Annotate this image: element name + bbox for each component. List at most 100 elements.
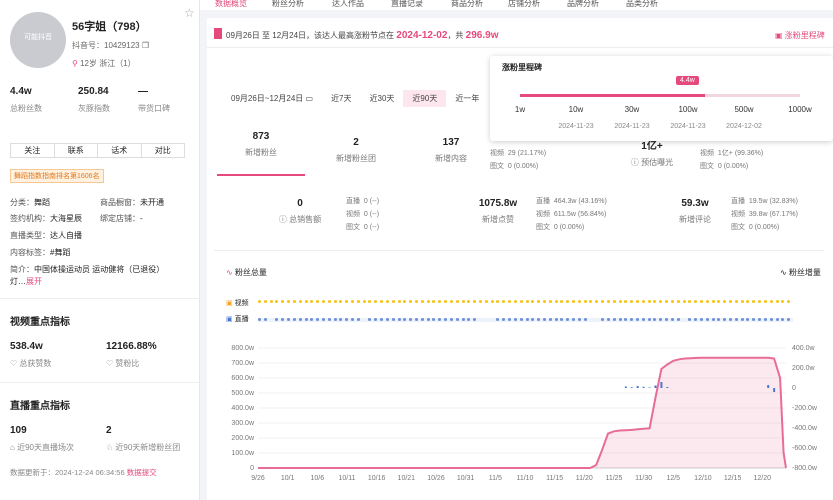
chart-tab-increment[interactable]: ∿ 粉丝增量 <box>780 268 821 277</box>
activity-dot <box>258 318 261 321</box>
milestone-label: 10w <box>568 105 584 114</box>
contact-button[interactable]: 联系 <box>55 144 98 157</box>
x-tick: 12/20 <box>754 475 772 482</box>
activity-dot <box>281 300 285 303</box>
activity-dot <box>583 300 587 303</box>
date-range-picker[interactable]: 09月26日~12月24日 ▭ <box>231 94 314 103</box>
activity-dot <box>310 300 314 303</box>
activity-dot <box>292 318 296 321</box>
activity-dot <box>321 300 325 303</box>
activity-dot <box>729 300 733 303</box>
activity-dot <box>630 318 634 321</box>
x-tick: 10/11 <box>338 475 355 482</box>
activity-dot <box>519 318 523 321</box>
x-tick: 10/21 <box>398 475 416 482</box>
range-30[interactable]: 近30天 <box>369 94 395 103</box>
card-new-fan-clubs[interactable]: 2 新增粉丝团 <box>336 137 376 163</box>
follow-button[interactable]: 关注 <box>11 144 55 157</box>
legend-video[interactable]: ▣ 视频 <box>226 300 249 307</box>
x-tick: 12/15 <box>724 475 742 482</box>
action-buttons: 关注 联系 话术 对比 <box>10 143 185 158</box>
info-shop: 绑定店铺：- <box>100 214 143 223</box>
update-info: 数据更新于：2024-12-24 06:34:56 数据提交 <box>10 468 157 477</box>
activity-dot <box>269 300 273 303</box>
tab-works[interactable]: 达人作品 <box>332 0 364 8</box>
activity-dot <box>665 318 669 321</box>
card-exposure[interactable]: 1亿+ ⓘ 预估曝光 <box>630 141 674 167</box>
activity-dot <box>333 300 337 303</box>
activity-dot <box>502 318 506 321</box>
total-fans-area <box>258 357 786 468</box>
y-tick-left: 100.0w <box>231 450 255 457</box>
tab-products[interactable]: 商品分析 <box>451 0 483 8</box>
activity-dot <box>740 318 744 321</box>
exposure-breakdown: 视频 1亿+ (99.36%) 图文 0 (0.00%) <box>700 150 764 170</box>
submit-link[interactable]: 数据提交 <box>126 468 157 477</box>
heart-icon: ♡ <box>10 359 18 368</box>
activity-dot <box>496 318 500 321</box>
range-90[interactable]: 近90天 <box>403 90 447 107</box>
activity-dot <box>717 318 721 321</box>
activity-dot <box>612 300 616 303</box>
activity-dot <box>775 318 779 321</box>
activity-dot <box>420 300 424 303</box>
activity-dot <box>653 318 657 321</box>
card-new-content[interactable]: 137 新增内容 <box>435 137 467 163</box>
y-tick-left: 300.0w <box>231 420 255 427</box>
divider <box>207 47 833 48</box>
x-tick: 9/26 <box>251 475 265 482</box>
x-tick: 10/16 <box>368 475 386 482</box>
activity-dot <box>606 300 610 303</box>
trend-icon: ∿ <box>780 268 787 277</box>
tab-categories[interactable]: 品类分析 <box>626 0 658 8</box>
activity-dot <box>525 300 529 303</box>
tab-live[interactable]: 直播记录 <box>391 0 423 8</box>
card-new-likes[interactable]: 1075.8w 新增点赞 <box>478 198 518 224</box>
activity-dot <box>415 318 418 321</box>
card-new-fans[interactable]: 873 新增粉丝 <box>217 131 305 176</box>
script-button[interactable]: 话术 <box>98 144 142 157</box>
x-tick: 11/10 <box>516 475 533 482</box>
card-new-comments[interactable]: 59.3w 新增评论 <box>679 198 711 224</box>
activity-dot <box>455 318 459 321</box>
card-sales[interactable]: 0 ⓘ 总销售额 <box>278 198 322 224</box>
activity-dot <box>577 300 581 303</box>
y-tick-left: 400.0w <box>231 405 255 412</box>
tab-overview[interactable]: 数据概览 <box>215 0 247 8</box>
activity-dot <box>682 300 686 303</box>
milestone-date: 2024-11-23 <box>558 123 594 130</box>
activity-dot <box>641 318 645 321</box>
avatar[interactable] <box>10 12 66 68</box>
group-icon: ♘ <box>106 443 114 452</box>
activity-dot <box>705 300 709 303</box>
legend-live[interactable]: ▣ 直播 <box>226 316 249 323</box>
range-7[interactable]: 近7天 <box>331 94 352 103</box>
expand-link[interactable]: 展开 <box>26 277 42 286</box>
activity-dot <box>717 300 721 303</box>
activity-dot <box>601 318 605 321</box>
y-tick-left: 600.0w <box>231 375 255 382</box>
range-year[interactable]: 近一年 <box>455 94 480 103</box>
activity-dot <box>356 318 360 321</box>
fans-increment-bar <box>666 387 669 388</box>
activity-dot <box>548 318 552 321</box>
chart-tab-total[interactable]: ∿ 粉丝总量 <box>226 268 267 277</box>
live-sessions: 109 ⌂ 近90天直播场次 <box>10 425 74 452</box>
milestone-progress <box>520 94 705 97</box>
milestone-link[interactable]: ▣ 涨粉里程碑 <box>775 31 825 40</box>
tab-fans[interactable]: 粉丝分析 <box>272 0 304 8</box>
metric-reputation: — 带货口碑 <box>138 86 170 113</box>
activity-dot <box>729 318 733 321</box>
activity-dot <box>310 318 314 321</box>
tab-shops[interactable]: 店铺分析 <box>508 0 540 8</box>
activity-dot <box>298 318 302 321</box>
milestone-label: 100w <box>678 105 698 114</box>
tab-brands[interactable]: 品牌分析 <box>567 0 599 8</box>
compare-button[interactable]: 对比 <box>154 146 171 155</box>
info-live-type: 直播类型：达人自播 <box>10 231 82 240</box>
activity-dot <box>560 300 564 303</box>
fans-increment-bar <box>642 386 645 388</box>
star-icon[interactable]: ☆ <box>184 6 195 20</box>
copy-icon[interactable]: ❐ <box>141 41 149 50</box>
intro: 简介：中国体操运动员 运动健将（已退役） <box>10 265 165 274</box>
